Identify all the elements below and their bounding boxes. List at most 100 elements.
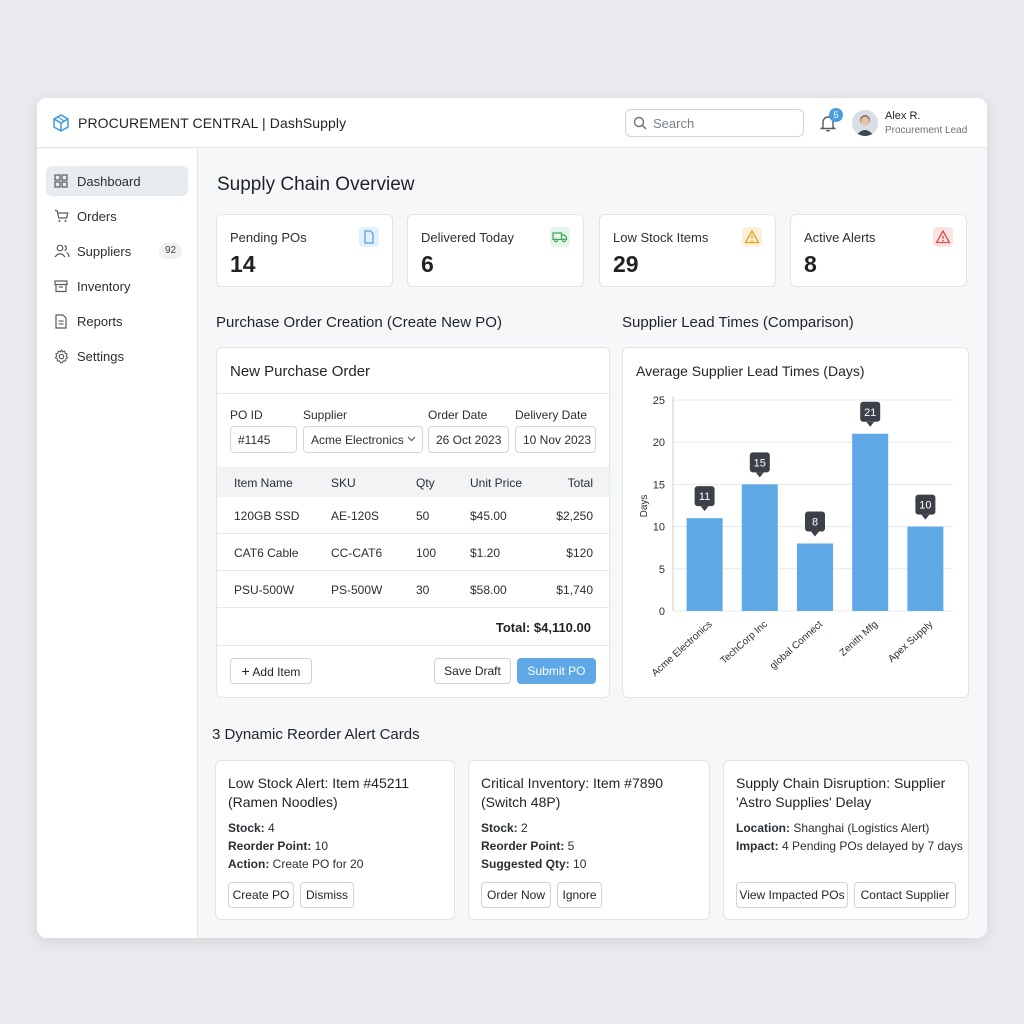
grid-icon [54,174,68,188]
stat-label: Active Alerts [804,230,876,245]
save-draft-button[interactable]: Save Draft [434,658,511,684]
search-icon [633,116,647,130]
data-label: 15 [754,457,766,469]
supplier-select[interactable]: Acme Electronics [303,426,423,453]
stat-value: 8 [804,251,817,277]
alert-detail: Suggested Qty: 10 [481,857,587,871]
page-title: Supply Chain Overview [217,174,415,195]
sidebar-item-reports[interactable]: Reports [46,306,188,336]
lead-times-bar-chart: 0 5 10 15 20 25 Days 11 Acme Electronics 15 TechCo… [639,395,953,679]
supplier-label: Supplier [303,408,348,422]
view-impacted-pos-button[interactable]: View Impacted POs [736,882,848,908]
y-tick-label: 10 [653,522,665,534]
users-icon [54,244,70,258]
alert-card-critical-inventory: Critical Inventory: Item #7890 (Switch 4… [468,760,710,920]
column-header: Item Name [234,476,293,490]
contact-supplier-button[interactable]: Contact Supplier [854,882,956,908]
alert-detail: Stock: 2 [481,821,528,835]
suppliers-count-badge: 92 [159,243,182,259]
po-id-label: PO ID [230,408,263,422]
item-total: $1,740 [556,583,593,597]
x-tick-label: Apex Supply [886,619,935,665]
app-window: PROCUREMENT CENTRAL | DashSupply 5 Alex … [37,98,987,938]
bar [907,526,944,611]
app-title: PROCUREMENT CENTRAL | DashSupply [78,115,347,131]
column-header: Qty [416,476,435,490]
user-avatar-icon [852,110,878,136]
search-input[interactable] [653,114,798,132]
document-icon [359,227,379,247]
item-name: PSU-500W [234,583,295,597]
items-table-header: Item Name SKU Qty Unit Price Total [217,467,609,497]
stat-card-active-alerts[interactable]: Active Alerts 8 [790,214,967,287]
sidebar-item-label: Reports [77,314,123,329]
alert-detail: Impact: 4 Pending POs delayed by 7 days [736,839,963,853]
y-tick-label: 25 [653,395,665,407]
avatar[interactable] [852,110,878,136]
sidebar-item-orders[interactable]: Orders [46,201,188,231]
item-total: $120 [566,546,593,560]
purchase-order-form: New Purchase Order PO ID #1145 Supplier … [216,347,610,698]
add-item-button[interactable]: + Add Item [230,658,312,684]
data-label: 8 [812,516,818,528]
alerts-section-heading: 3 Dynamic Reorder Alert Cards [212,726,420,743]
sidebar-item-label: Suppliers [77,244,132,259]
data-label-bubble [860,401,881,422]
x-tick-label: global Connect [768,619,825,672]
stat-card-delivered-today[interactable]: Delivered Today 6 [407,214,584,287]
sidebar-item-dashboard[interactable]: Dashboard [46,166,188,196]
item-unit-price: $1.20 [470,546,501,560]
chart-title: Average Supplier Lead Times (Days) [636,363,865,379]
lead-times-section-heading: Supplier Lead Times (Comparison) [622,314,854,331]
lead-times-chart-card: Average Supplier Lead Times (Days) 0 5 10 1… [622,347,969,698]
user-role: Procurement Lead [885,125,968,136]
po-id-field[interactable]: #1145 [230,426,297,453]
item-qty: 30 [416,583,430,597]
divider [217,393,609,394]
item-name: 120GB SSD [234,509,300,523]
y-tick-label: 0 [659,606,665,618]
order-now-button[interactable]: Order Now [481,882,551,908]
order-date-field[interactable]: 26 Oct 2023 [428,426,509,453]
delivery-date-label: Delivery Date [515,408,588,422]
divider [217,645,609,646]
stat-card-low-stock[interactable]: Low Stock Items 29 [599,214,776,287]
dismiss-button[interactable]: Dismiss [300,882,354,908]
alert-detail: Location: Shanghai (Logistics Alert) [736,821,930,835]
bar [741,484,778,611]
stat-card-pending-pos[interactable]: Pending POs 14 [216,214,393,287]
alert-detail: Stock: 4 [228,821,275,835]
table-row[interactable]: PSU-500W PS-500W 30 $58.00 $1,740 [217,571,609,608]
sidebar-item-settings[interactable]: Settings [46,341,188,371]
alert-card-supply-disruption: Supply Chain Disruption: Supplier 'Astro… [723,760,969,920]
item-total: $2,250 [556,509,593,523]
gear-icon [54,349,69,364]
sidebar-item-suppliers[interactable]: Suppliers 92 [46,236,188,266]
data-label: 21 [864,407,876,419]
sidebar-item-label: Orders [77,209,117,224]
data-label-pointer [866,421,875,427]
item-name: CAT6 Cable [234,546,299,560]
delivery-date-field[interactable]: 10 Nov 2023 [515,426,596,453]
column-header: SKU [331,476,356,490]
item-qty: 50 [416,509,430,523]
sidebar-item-inventory[interactable]: Inventory [46,271,188,301]
data-label-bubble [915,494,936,515]
table-row[interactable]: CAT6 Cable CC-CAT6 100 $1.20 $120 [217,534,609,571]
x-tick-label: TechCorp Inc [719,619,770,667]
table-row[interactable]: 120GB SSD AE-120S 50 $45.00 $2,250 [217,497,609,534]
search-box[interactable] [625,109,804,137]
create-po-button[interactable]: Create PO [228,882,294,908]
ignore-button[interactable]: Ignore [557,882,602,908]
item-qty: 100 [416,546,437,560]
sidebar-item-label: Dashboard [77,174,141,189]
stat-value: 14 [230,251,256,277]
item-sku: CC-CAT6 [331,546,383,560]
po-grand-total: Total: $4,110.00 [495,620,591,635]
submit-po-button[interactable]: Submit PO [517,658,596,684]
stat-value: 29 [613,251,639,277]
item-unit-price: $45.00 [470,509,507,523]
stat-label: Pending POs [230,230,307,245]
alert-detail: Reorder Point: 5 [481,839,575,853]
data-label-pointer [811,531,819,537]
